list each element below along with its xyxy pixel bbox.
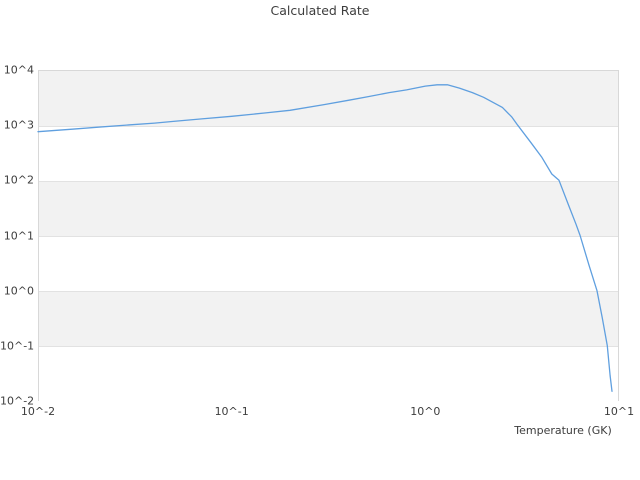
plot-band xyxy=(39,181,618,237)
plot-area xyxy=(38,70,619,402)
y-gridline xyxy=(39,291,618,293)
y-gridline xyxy=(39,180,618,182)
x-tick-label: 10^0 xyxy=(410,405,441,418)
plot-band xyxy=(39,346,618,402)
x-axis-title: Temperature (GK) xyxy=(514,424,612,437)
y-gridline xyxy=(39,346,618,348)
x-tick-label: 10^-1 xyxy=(214,405,249,418)
y-tick-label: 10^0 xyxy=(3,284,34,298)
y-tick-label: 10^4 xyxy=(3,63,34,77)
plot-band xyxy=(39,291,618,347)
y-gridline xyxy=(39,236,618,237)
y-gridline xyxy=(39,125,618,127)
plot-band xyxy=(39,71,618,127)
y-tick-label: 10^-2 xyxy=(0,394,35,408)
y-tick-label: 10^3 xyxy=(3,118,34,132)
plot-band xyxy=(39,236,618,292)
chart-title: Calculated Rate xyxy=(270,3,370,18)
x-tick-label: 10^1 xyxy=(603,405,635,418)
plot-band xyxy=(39,126,618,182)
x-tick-label: 10^-2 xyxy=(20,405,56,418)
y-tick-label: 10^2 xyxy=(3,173,34,187)
y-tick-label: 10^1 xyxy=(3,229,34,242)
y-tick-label: 10^-1 xyxy=(0,339,35,353)
